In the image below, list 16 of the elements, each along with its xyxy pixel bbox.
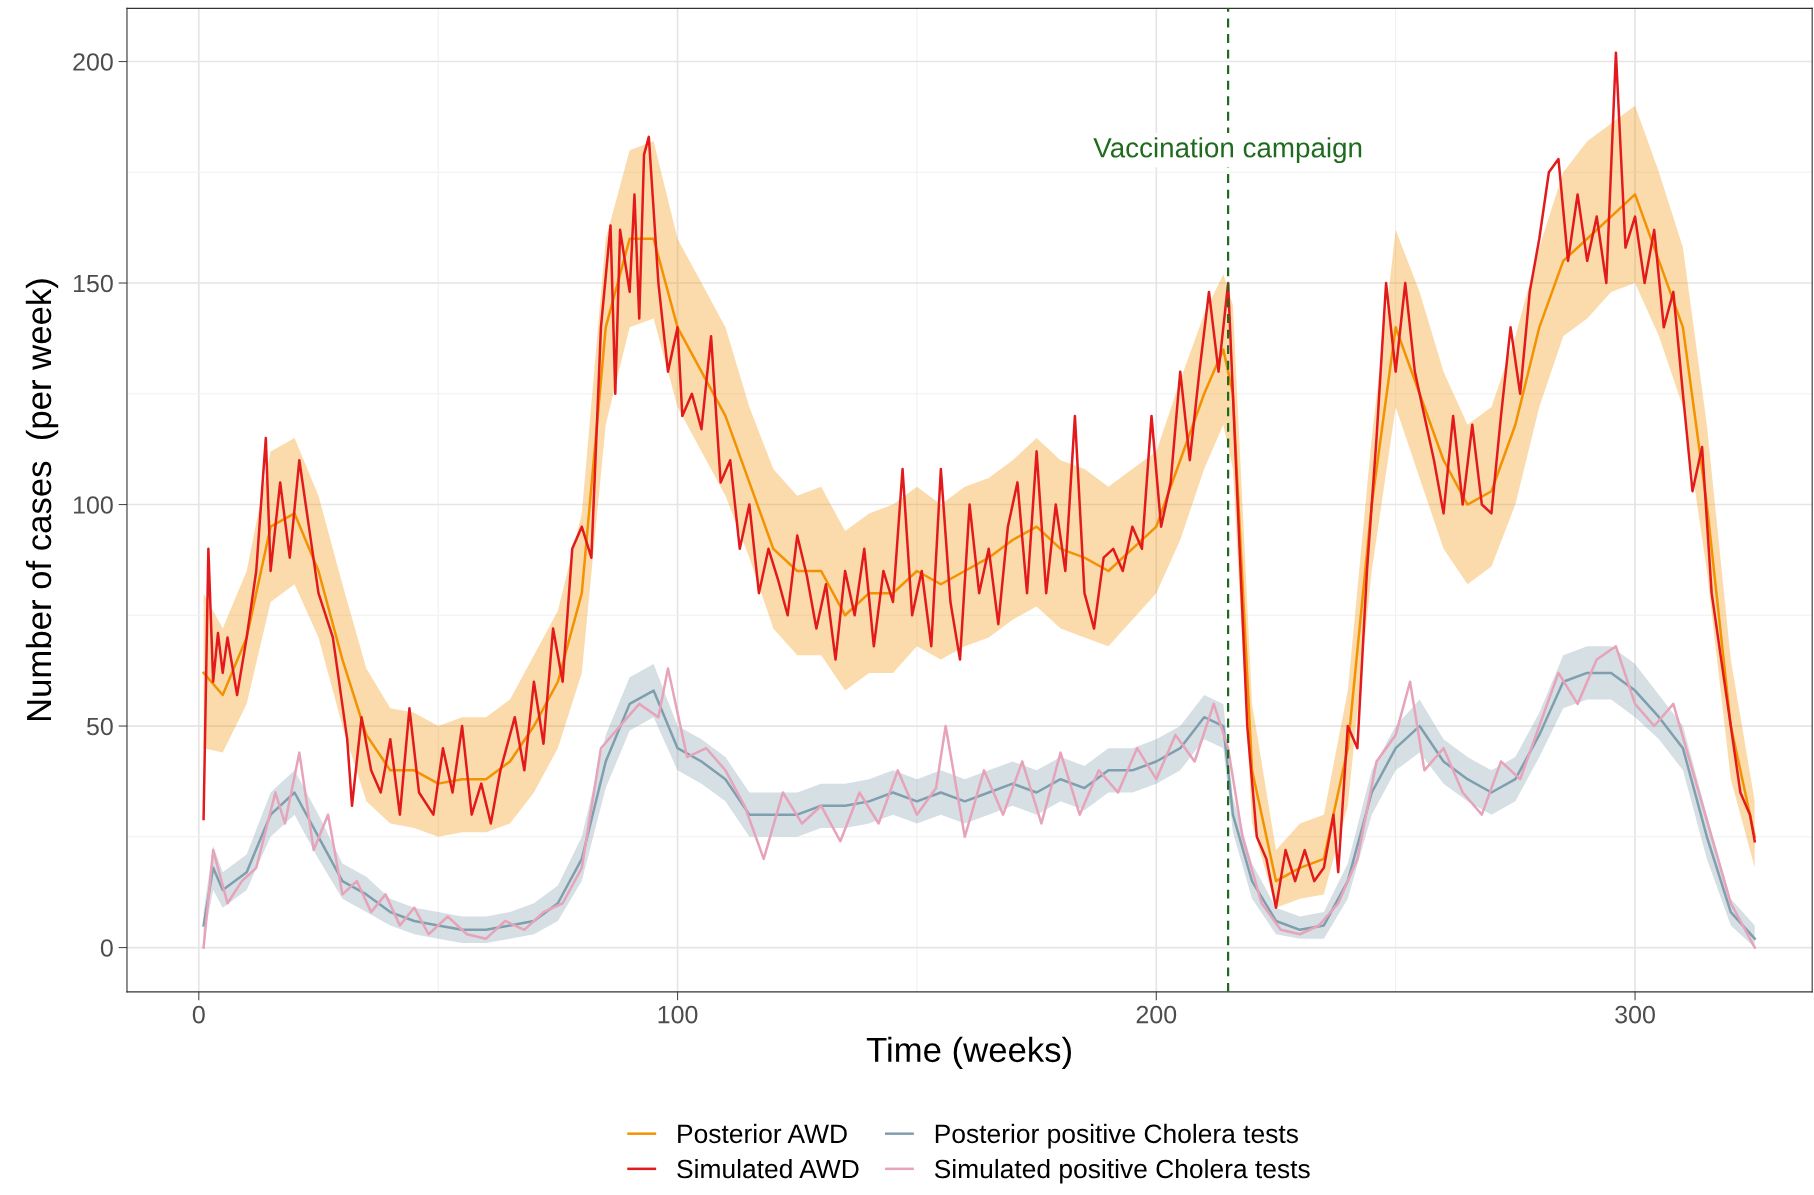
legend-label: Simulated AWD (677, 1158, 859, 1179)
y-axis-title: Number of cases (per week) (25, 279, 59, 721)
y-tick-label: 200 (73, 53, 113, 71)
x-tick-label: 0 (192, 1005, 205, 1024)
x-tick-label: 200 (1136, 1005, 1177, 1024)
ref-line-label: Vaccination campaign (1093, 137, 1362, 164)
legend-label: Posterior positive Cholera tests (935, 1123, 1298, 1149)
x-axis-title: Time (weeks) (866, 1036, 1071, 1070)
y-tick-label: 100 (73, 496, 113, 514)
y-tick-label: 0 (100, 939, 113, 957)
x-tick-label: 100 (658, 1005, 698, 1024)
legend-label: Posterior AWD (678, 1123, 847, 1144)
y-tick-label: 50 (86, 717, 113, 736)
x-tick-label: 300 (1615, 1005, 1655, 1024)
y-tick-label: 150 (73, 274, 113, 293)
legend-label: Simulated positive Cholera tests (934, 1158, 1310, 1184)
